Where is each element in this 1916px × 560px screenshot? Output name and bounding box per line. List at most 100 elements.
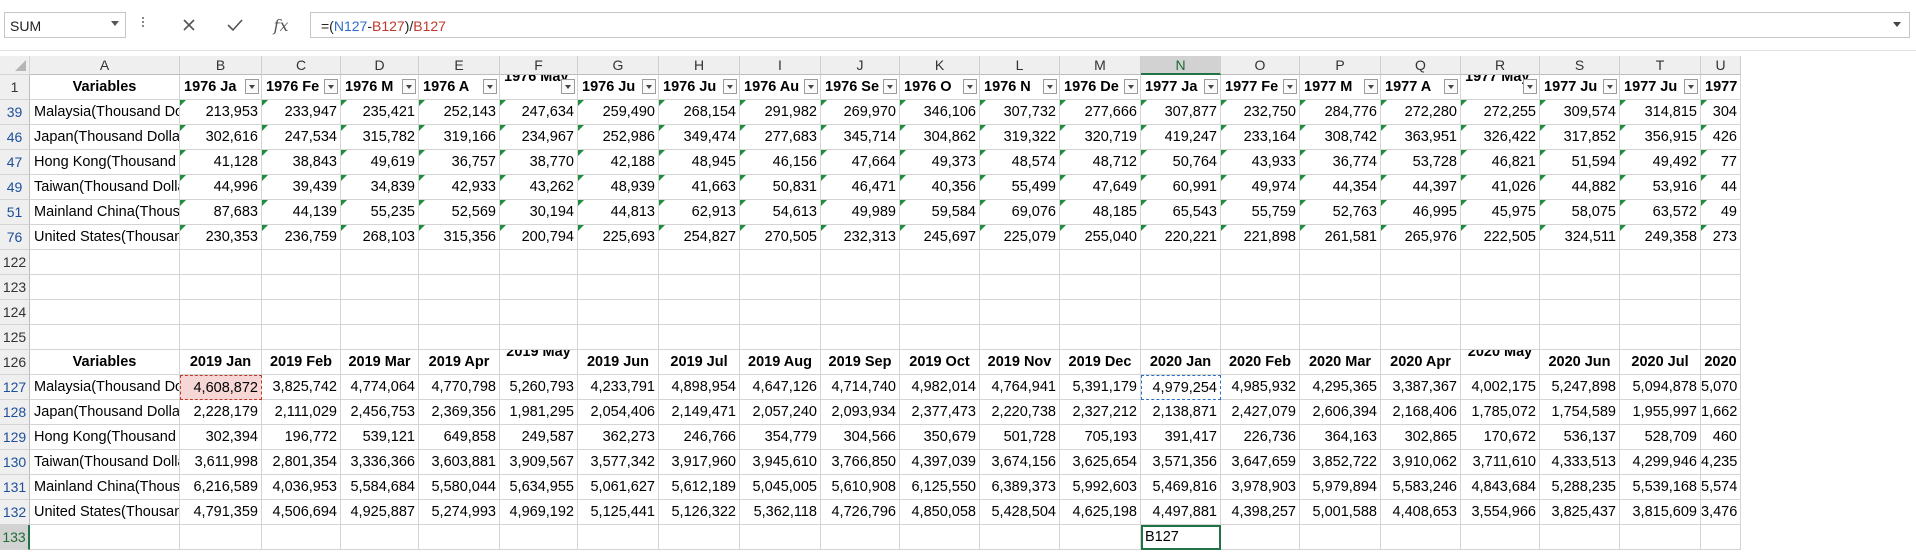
data-cell[interactable]: 5,260,793: [500, 375, 578, 400]
empty-cell[interactable]: [659, 275, 740, 300]
data-cell[interactable]: 47,649: [1060, 175, 1141, 200]
empty-cell[interactable]: [1221, 525, 1300, 550]
data-cell[interactable]: 419,247: [1141, 125, 1221, 150]
empty-cell[interactable]: [821, 250, 900, 275]
empty-cell[interactable]: [1620, 325, 1701, 350]
empty-cell[interactable]: [1221, 250, 1300, 275]
data-cell[interactable]: 3,571,356: [1141, 450, 1221, 475]
empty-cell[interactable]: [1221, 300, 1300, 325]
data-cell[interactable]: 254,827: [659, 225, 740, 250]
empty-cell[interactable]: [1060, 525, 1141, 550]
data-cell[interactable]: 6,216,589: [180, 475, 262, 500]
data-cell[interactable]: 65,543: [1141, 200, 1221, 225]
filter-dropdown-icon[interactable]: [1043, 79, 1057, 94]
data-cell[interactable]: 49,989: [821, 200, 900, 225]
row-label[interactable]: United States(Thousand Dollars): [30, 225, 180, 250]
data-cell[interactable]: 41,026: [1461, 175, 1540, 200]
data-cell[interactable]: 6,125,550: [900, 475, 980, 500]
data-cell[interactable]: 48,185: [1060, 200, 1141, 225]
row-header[interactable]: 130: [0, 450, 30, 475]
empty-cell[interactable]: [419, 325, 500, 350]
empty-cell[interactable]: [341, 300, 419, 325]
data-cell[interactable]: 4,898,954: [659, 375, 740, 400]
active-edit-cell[interactable]: B127: [1141, 525, 1221, 550]
data-cell[interactable]: 304: [1701, 100, 1741, 125]
data-cell[interactable]: 4,608,872: [180, 375, 262, 400]
empty-cell[interactable]: [900, 525, 980, 550]
data-cell[interactable]: 3,825,742: [262, 375, 341, 400]
data-cell[interactable]: 4,791,359: [180, 500, 262, 525]
data-cell[interactable]: 270,505: [740, 225, 821, 250]
name-box[interactable]: SUM: [4, 12, 126, 38]
data-cell[interactable]: 230,353: [180, 225, 262, 250]
data-cell[interactable]: 235,421: [341, 100, 419, 125]
data-cell[interactable]: 4,506,694: [262, 500, 341, 525]
data-cell[interactable]: 320,719: [1060, 125, 1141, 150]
empty-cell[interactable]: [821, 300, 900, 325]
empty-cell[interactable]: [180, 525, 262, 550]
empty-cell[interactable]: [740, 250, 821, 275]
filter-dropdown-icon[interactable]: [561, 79, 575, 94]
row-header[interactable]: 1: [0, 75, 30, 100]
data-cell[interactable]: 4,299,946: [1620, 450, 1701, 475]
empty-cell[interactable]: [578, 525, 659, 550]
data-cell[interactable]: 249,587: [500, 425, 578, 450]
empty-cell[interactable]: [900, 250, 980, 275]
data-cell[interactable]: 5,247,898: [1540, 375, 1620, 400]
data-cell[interactable]: 44,354: [1300, 175, 1381, 200]
data-cell[interactable]: 5,362,118: [740, 500, 821, 525]
empty-cell[interactable]: [1141, 250, 1221, 275]
empty-cell[interactable]: [500, 300, 578, 325]
data-cell[interactable]: 255,040: [1060, 225, 1141, 250]
data-cell[interactable]: 307,877: [1141, 100, 1221, 125]
data-cell[interactable]: 3,825,437: [1540, 500, 1620, 525]
data-cell[interactable]: 3,909,567: [500, 450, 578, 475]
empty-cell[interactable]: [262, 250, 341, 275]
column-header-d[interactable]: D: [341, 56, 419, 75]
row-header-selected[interactable]: 133: [0, 525, 30, 550]
data-cell[interactable]: 426: [1701, 125, 1741, 150]
data-cell[interactable]: 307,732: [980, 100, 1060, 125]
data-cell[interactable]: 221,898: [1221, 225, 1300, 250]
empty-cell[interactable]: [500, 250, 578, 275]
data-cell[interactable]: 4,770,798: [419, 375, 500, 400]
data-cell[interactable]: 49,974: [1221, 175, 1300, 200]
data-cell[interactable]: 2,054,406: [578, 400, 659, 425]
row-header[interactable]: 46: [0, 125, 30, 150]
enter-button[interactable]: [220, 12, 250, 38]
empty-cell[interactable]: [1060, 325, 1141, 350]
data-cell[interactable]: 3,554,966: [1461, 500, 1540, 525]
empty-cell[interactable]: [1381, 325, 1461, 350]
data-cell[interactable]: 196,772: [262, 425, 341, 450]
column-header-p[interactable]: P: [1300, 56, 1381, 75]
data-cell[interactable]: 5,584,684: [341, 475, 419, 500]
filter-dropdown-icon[interactable]: [883, 79, 897, 94]
empty-cell[interactable]: [1221, 325, 1300, 350]
data-cell[interactable]: 245,697: [900, 225, 980, 250]
empty-cell[interactable]: [180, 275, 262, 300]
empty-cell[interactable]: [30, 275, 180, 300]
empty-cell[interactable]: [821, 325, 900, 350]
data-cell[interactable]: 2,377,473: [900, 400, 980, 425]
empty-cell[interactable]: [1300, 325, 1381, 350]
data-cell[interactable]: 4,036,953: [262, 475, 341, 500]
data-cell[interactable]: 225,693: [578, 225, 659, 250]
data-cell[interactable]: 324,511: [1540, 225, 1620, 250]
empty-cell[interactable]: [1461, 300, 1540, 325]
empty-cell[interactable]: [1060, 275, 1141, 300]
row-header[interactable]: 132: [0, 500, 30, 525]
data-cell[interactable]: 234,967: [500, 125, 578, 150]
empty-cell[interactable]: [900, 275, 980, 300]
data-cell[interactable]: 5,274,993: [419, 500, 500, 525]
data-cell[interactable]: 2,111,029: [262, 400, 341, 425]
data-cell[interactable]: 3,978,903: [1221, 475, 1300, 500]
column-header-f[interactable]: F: [500, 56, 578, 75]
row-label[interactable]: Taiwan(Thousand Dollars): [30, 450, 180, 475]
empty-cell[interactable]: [180, 250, 262, 275]
data-cell[interactable]: 5,574: [1701, 475, 1741, 500]
data-cell[interactable]: 6,389,373: [980, 475, 1060, 500]
data-cell[interactable]: 44: [1701, 175, 1741, 200]
data-cell[interactable]: 59,584: [900, 200, 980, 225]
empty-cell[interactable]: [180, 300, 262, 325]
data-cell[interactable]: 4,333,513: [1540, 450, 1620, 475]
